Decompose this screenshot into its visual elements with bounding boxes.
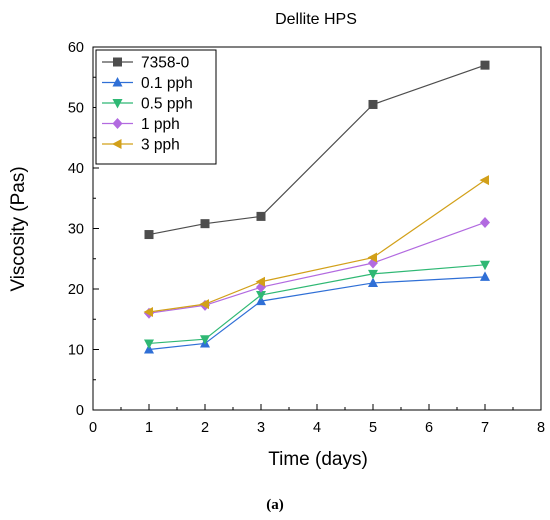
y-tick-label: 50	[68, 101, 84, 117]
data-point	[144, 230, 154, 240]
series-line	[148, 221, 486, 314]
legend-label: 0.1 pph	[141, 75, 193, 92]
legend-item: 1 pph	[102, 116, 180, 133]
legend: 7358-0 0.1 pph 0.5 pph 1 pph 3 pph	[95, 49, 217, 165]
data-point	[255, 276, 265, 287]
data-point	[368, 277, 378, 287]
x-tick-label: 4	[313, 420, 321, 436]
legend-item: 0.5 pph	[102, 96, 193, 113]
data-point	[367, 252, 377, 263]
y-tick-label: 0	[76, 403, 84, 419]
y-tick-label: 30	[68, 222, 84, 238]
data-point	[256, 291, 266, 301]
data-point	[368, 269, 378, 280]
legend-label: 3 pph	[141, 137, 180, 154]
legend-marker	[112, 99, 123, 109]
x-tick-label: 2	[201, 420, 209, 436]
series-1	[144, 271, 490, 354]
x-tick-label: 6	[425, 420, 433, 436]
data-point	[479, 175, 489, 186]
legend-label: 0.5 pph	[141, 96, 193, 113]
legend-marker	[112, 139, 122, 149]
data-point	[480, 260, 490, 271]
data-point	[480, 60, 490, 70]
series-0	[144, 60, 490, 240]
data-point	[200, 219, 210, 229]
y-tick-label: 20	[68, 282, 84, 298]
y-tick-label: 10	[68, 343, 84, 359]
data-point	[143, 306, 153, 317]
viscosity-line-chart: Dellite HPS 0 1 2 3 4 5 6 7 8 0 10 20 30 40 50 60 7358-…	[8, 11, 545, 470]
series-layer	[143, 60, 490, 354]
legend-marker	[113, 57, 122, 67]
x-tick-label: 3	[257, 420, 265, 436]
data-point	[144, 339, 154, 349]
x-tick-label: 7	[481, 420, 489, 436]
series-3	[144, 216, 490, 319]
data-point	[480, 216, 490, 228]
x-tick-label: 8	[537, 420, 545, 436]
x-tick-label: 1	[145, 420, 153, 436]
data-point	[200, 335, 210, 345]
legend-label: 7358-0	[141, 55, 190, 72]
series-line	[148, 276, 486, 351]
legend-label: 1 pph	[141, 116, 180, 133]
chart-title: Dellite HPS	[275, 11, 357, 28]
y-tick-label: 40	[68, 161, 84, 177]
x-tick-label: 5	[369, 420, 377, 436]
data-point	[480, 271, 490, 281]
data-point	[368, 99, 378, 109]
data-point	[256, 211, 266, 221]
data-point	[199, 299, 209, 310]
series-2	[144, 260, 490, 349]
legend-item: 0.1 pph	[102, 75, 193, 92]
y-tick-label: 60	[68, 40, 84, 56]
legend-item: 7358-0	[102, 55, 190, 72]
series-line	[148, 264, 486, 345]
figure-caption: (a)	[266, 497, 284, 513]
axis-ticks: 0 1 2 3 4 5 6 7 8 0 10 20 30 40 50 60	[68, 40, 545, 436]
series-4	[143, 175, 489, 317]
legend-item: 3 pph	[102, 137, 180, 154]
x-axis-label: Time (days)	[268, 449, 368, 470]
legend-marker	[112, 77, 123, 87]
x-tick-label: 0	[89, 420, 97, 436]
legend-marker	[112, 118, 123, 129]
y-axis-label: Viscosity (Pas)	[8, 166, 29, 291]
